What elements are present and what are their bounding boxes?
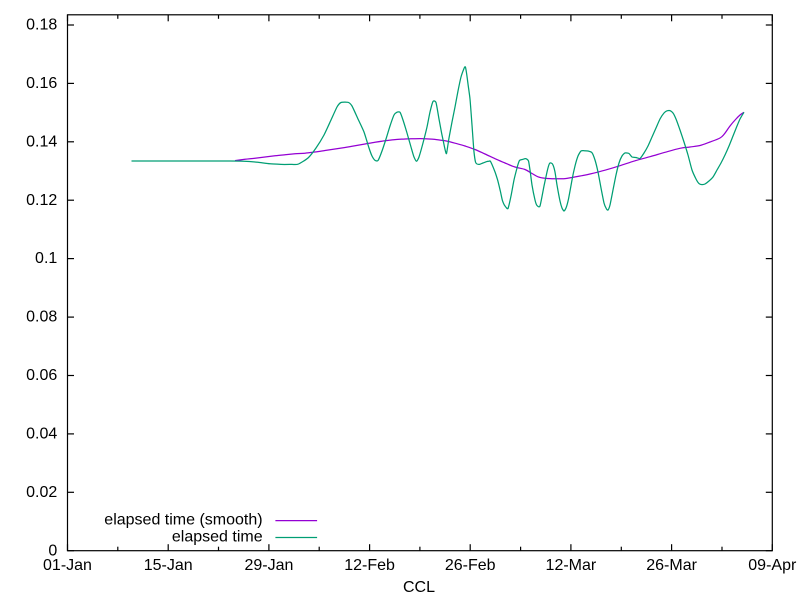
svg-text:0.04: 0.04 [26,426,57,443]
svg-text:01-Jan: 01-Jan [43,557,92,574]
svg-text:12-Mar: 12-Mar [546,557,597,574]
svg-text:15-Jan: 15-Jan [144,557,193,574]
svg-text:26-Feb: 26-Feb [445,557,496,574]
svg-text:12-Feb: 12-Feb [344,557,395,574]
svg-text:0.16: 0.16 [26,75,57,92]
svg-text:26-Mar: 26-Mar [646,557,697,574]
svg-text:09-Apr: 09-Apr [748,557,797,574]
svg-text:0.12: 0.12 [26,192,57,209]
svg-text:0.02: 0.02 [26,484,57,501]
svg-text:elapsed time: elapsed time [172,528,263,545]
svg-text:0: 0 [48,542,57,559]
svg-text:29-Jan: 29-Jan [244,557,293,574]
svg-text:0.06: 0.06 [26,367,57,384]
svg-text:0.1: 0.1 [35,250,57,267]
svg-text:CCL: CCL [403,579,435,596]
svg-text:elapsed time (smooth): elapsed time (smooth) [104,512,262,529]
svg-text:0.18: 0.18 [26,17,57,34]
svg-text:0.08: 0.08 [26,309,57,326]
svg-text:0.14: 0.14 [26,133,57,150]
